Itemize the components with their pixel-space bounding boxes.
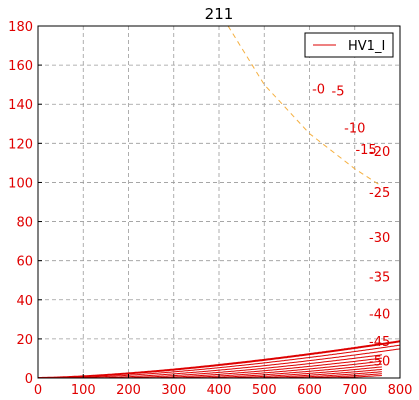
legend: HV1_I [304,32,394,58]
y-axis-ticks: 0 20 40 60 80 100 120 140 160 180 [8,20,42,387]
curve-label-35: -35 [369,270,390,285]
x-tick-label: 400 [207,383,232,398]
curve-label-30: -30 [369,231,390,246]
curve-grid-0 [38,340,400,378]
x-tick-label: 700 [342,383,367,398]
curve-label-45: -45 [369,335,390,350]
y-tick-label: 80 [16,216,33,231]
y-tick-label: 40 [16,294,33,309]
curve-label-10: -10 [344,122,365,137]
curve-label-5: -5 [332,85,345,100]
curve-label-15: -15 [355,143,376,158]
curve-grid-35 [38,366,382,378]
x-tick-label: 500 [252,383,277,398]
y-tick-label: 0 [25,372,33,387]
max-dissipation-curve [227,26,383,187]
curve-labels: -0 -5 -10 -15-20 -25 -30 -35 -40 -45 -50 [312,83,390,370]
legend-label-hv1-i: HV1_I [348,39,385,54]
x-axis-ticks: 0 100 200 300 400 500 600 700 800 [34,374,413,398]
y-tick-label: 60 [16,255,33,270]
curve-label-40: -40 [369,307,390,322]
curve-grid-15 [38,354,382,378]
y-tick-label: 180 [8,20,33,35]
x-tick-label: 800 [388,383,413,398]
y-tick-label: 20 [16,333,33,348]
curve-grid-45 [38,371,382,378]
x-tick-label: 300 [161,383,186,398]
x-tick-label: 600 [297,383,322,398]
curve-label-20: -20 [369,145,390,160]
curve-grid-20 [38,357,382,378]
y-tick-label: 100 [8,176,33,191]
curve-label-25: -25 [369,186,390,201]
curve-grid-25 [38,360,382,378]
curve-grid-5 [38,344,400,378]
curve-label-0: -0 [312,83,325,98]
y-tick-label: 140 [8,98,33,113]
grid [38,26,400,378]
chart-title: 211 [205,5,234,23]
y-tick-label: 160 [8,59,33,74]
curve-grid-50 [38,373,382,378]
y-tick-label: 120 [8,137,33,152]
curve-label-50: -50 [369,354,390,369]
x-tick-label: 0 [34,383,42,398]
x-tick-label: 200 [116,383,141,398]
curve-grid-40 [38,368,382,378]
x-tick-label: 100 [71,383,96,398]
